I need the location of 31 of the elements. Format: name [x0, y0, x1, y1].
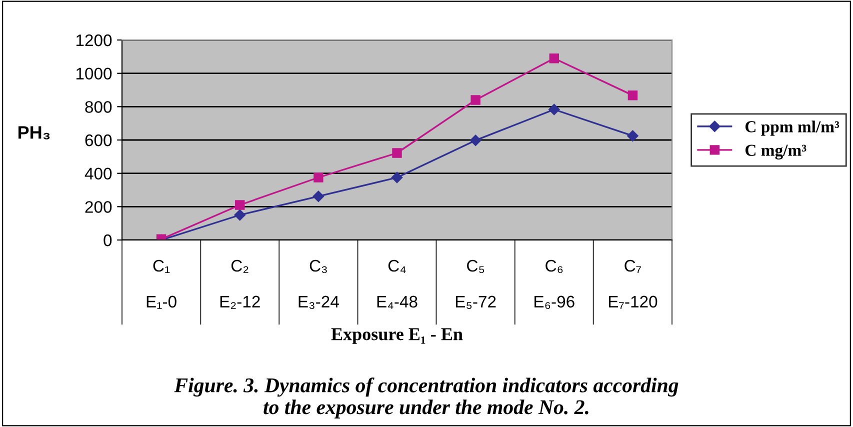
point: [314, 172, 324, 182]
point: [549, 53, 560, 64]
legend-label: C ppm ml/m³: [745, 120, 840, 136]
point: [392, 148, 402, 158]
y-tick-label: 1000: [76, 68, 112, 80]
point: [312, 190, 324, 202]
point: [470, 134, 482, 146]
category-label: C₁ E₁-0: [146, 260, 176, 309]
y-axis-title: PH₃: [18, 126, 50, 140]
category-label: C₃ E₃-24: [298, 260, 339, 309]
point: [234, 209, 246, 221]
y-tick-label: 400: [84, 168, 112, 180]
category-label: C₇ E₇-120: [608, 260, 658, 309]
y-tick-label: 0: [104, 234, 112, 246]
category-label: C₅ E₅-72: [456, 260, 496, 309]
text: Figure. 3. Dynamics of concentration indicators according to the exposure under the mode No. 2.: [174, 378, 678, 418]
point: [627, 130, 638, 142]
point: [391, 172, 403, 184]
point: [548, 104, 560, 116]
point: [234, 200, 245, 210]
category-label: C₂ E₂-12: [220, 260, 260, 309]
x-axis-title: Exposure E₁ - En: [331, 328, 463, 344]
category-label: C₆ E₆-96: [534, 260, 574, 309]
category-label: C₄ E₄-48: [377, 260, 418, 309]
y-tick-label: 1200: [76, 34, 112, 46]
y-tick-label: 600: [85, 134, 112, 146]
point: [628, 90, 638, 100]
y-tick-label: 200: [85, 201, 112, 213]
legend-label: C mg/m³: [745, 144, 806, 160]
point: [470, 95, 480, 105]
y-tick-label: 800: [85, 101, 112, 113]
